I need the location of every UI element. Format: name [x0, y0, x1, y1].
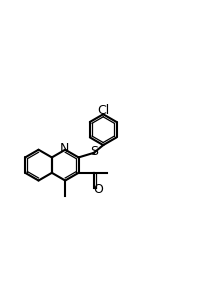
Text: Cl: Cl: [97, 104, 109, 117]
Text: O: O: [93, 183, 103, 196]
Text: N: N: [59, 142, 69, 155]
Text: S: S: [90, 145, 98, 158]
